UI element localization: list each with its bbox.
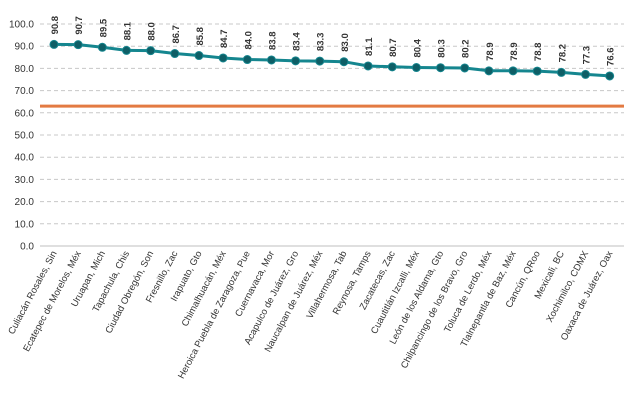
- y-tick-label: 100.0: [9, 20, 34, 31]
- data-label: 78.8: [533, 43, 544, 62]
- data-point: [266, 55, 276, 65]
- gridlines: [40, 23, 624, 225]
- data-point: [170, 49, 180, 59]
- data-point: [218, 53, 228, 63]
- data-label: 83.8: [267, 31, 278, 50]
- data-label: 83.0: [340, 33, 351, 52]
- data-point: [146, 46, 156, 56]
- data-point: [387, 62, 397, 72]
- y-axis-ticks: 0.0 10.0 20.0 30.0 40.0 50.0 60.0 70.0 80.0 90.0 1…: [9, 20, 34, 253]
- data-point: [291, 56, 301, 66]
- data-label: 81.1: [364, 37, 375, 56]
- data-label: 83.4: [292, 32, 303, 51]
- data-label: 78.9: [509, 42, 520, 61]
- data-label: 84.7: [219, 29, 230, 48]
- data-label: 85.8: [195, 27, 206, 46]
- data-point: [484, 66, 494, 76]
- data-point: [605, 71, 615, 81]
- series-line: [53, 42, 610, 78]
- data-label: 76.6: [606, 47, 617, 66]
- data-label: 90.7: [74, 16, 85, 35]
- data-label: 78.2: [557, 44, 568, 63]
- data-points: [49, 39, 615, 81]
- data-label: 78.9: [485, 42, 496, 61]
- data-point: [315, 56, 325, 66]
- data-label: 80.4: [412, 38, 423, 57]
- data-point: [581, 69, 591, 79]
- data-label: 84.0: [243, 31, 254, 50]
- data-labels: 90.8 90.7 89.5 88.1 88.0 86.7 85.8 84.7 84.0 83.8…: [50, 16, 617, 66]
- data-point: [508, 66, 518, 76]
- data-point: [532, 66, 542, 76]
- data-label: 80.2: [461, 39, 472, 58]
- data-label: 80.7: [388, 38, 399, 57]
- y-tick-label: 90.0: [15, 42, 35, 53]
- data-point: [194, 51, 204, 61]
- data-label: 86.7: [171, 25, 182, 44]
- y-tick-label: 30.0: [15, 175, 35, 186]
- y-tick-label: 20.0: [15, 197, 35, 208]
- data-point: [339, 57, 349, 67]
- data-point: [242, 55, 252, 65]
- data-point: [121, 45, 131, 55]
- data-point: [411, 63, 421, 73]
- data-point: [460, 63, 470, 73]
- data-label: 88.1: [122, 21, 133, 40]
- y-tick-label: 0.0: [20, 242, 34, 253]
- y-tick-label: 40.0: [15, 153, 35, 164]
- data-label: 90.8: [50, 16, 61, 35]
- data-label: 88.0: [147, 22, 158, 41]
- y-tick-label: 60.0: [15, 108, 35, 119]
- data-point: [556, 67, 566, 77]
- data-label: 77.3: [582, 46, 593, 65]
- data-point: [73, 40, 83, 50]
- data-label: 80.3: [437, 39, 448, 58]
- data-point: [97, 42, 107, 52]
- data-point: [436, 63, 446, 73]
- y-tick-label: 10.0: [15, 219, 35, 230]
- data-point: [363, 61, 373, 71]
- data-point: [49, 39, 59, 49]
- y-tick-label: 80.0: [15, 64, 35, 75]
- y-tick-label: 50.0: [15, 131, 35, 142]
- y-tick-label: 70.0: [15, 86, 35, 97]
- data-label: 89.5: [98, 18, 109, 37]
- data-label: 83.3: [316, 33, 327, 52]
